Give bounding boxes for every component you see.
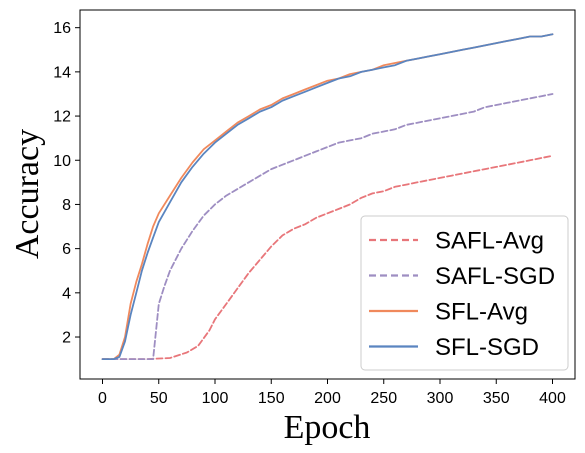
series-line-safl-sgd [101, 93, 554, 360]
legend-box [360, 215, 569, 371]
y-axis-ticks: 2 4 6 8 10 12 14 16 [53, 20, 80, 347]
x-tick-label: 150 [258, 390, 285, 407]
x-axis-label: Epoch [284, 409, 371, 446]
y-tick-label: 8 [62, 197, 71, 214]
x-tick-label: 350 [483, 390, 510, 407]
x-tick-label: 300 [427, 390, 454, 407]
legend: SAFL-Avg SAFL-SGD SFL-Avg SFL-SGD [360, 215, 569, 371]
y-tick-label: 14 [53, 64, 71, 81]
y-tick-label: 4 [62, 285, 71, 302]
y-tick-label: 6 [62, 241, 71, 258]
x-tick-label: 100 [202, 390, 229, 407]
series-line-sfl-sgd [101, 33, 554, 360]
x-tick-label: 200 [314, 390, 341, 407]
legend-label: SAFL-Avg [435, 228, 544, 255]
series-layer [101, 33, 554, 360]
x-tick-label: 400 [539, 390, 566, 407]
x-axis-ticks: 0 50 100 150 200 250 300 350 400 [98, 379, 566, 407]
legend-label: SFL-SGD [435, 334, 539, 361]
y-tick-label: 16 [53, 20, 71, 37]
y-axis-label: Accuracy [9, 129, 46, 259]
x-tick-label: 50 [150, 390, 168, 407]
y-tick-label: 10 [53, 153, 71, 170]
y-tick-label: 2 [62, 330, 71, 347]
y-tick-label: 12 [53, 109, 71, 126]
x-tick-label: 0 [98, 390, 107, 407]
legend-label: SAFL-SGD [435, 263, 555, 290]
series-line-safl-avg [101, 154, 554, 360]
x-tick-label: 250 [370, 390, 397, 407]
legend-label: SFL-Avg [435, 299, 528, 326]
